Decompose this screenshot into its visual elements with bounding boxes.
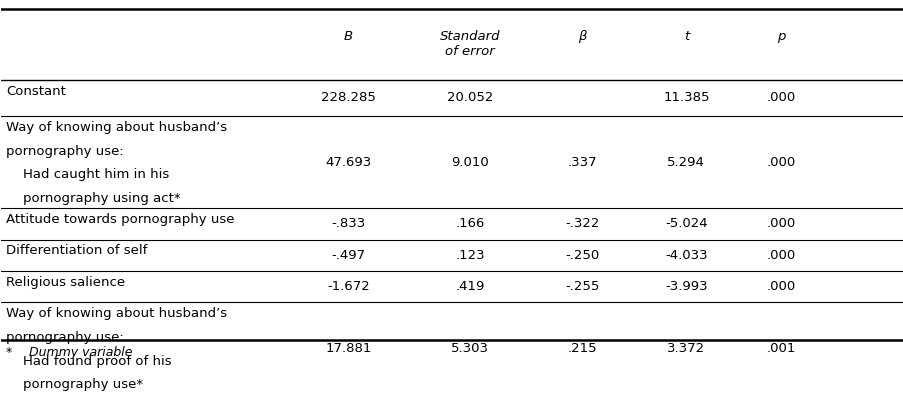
Text: Way of knowing about husband’s: Way of knowing about husband’s <box>6 121 227 134</box>
Text: .000: .000 <box>766 280 795 293</box>
Text: -4.033: -4.033 <box>665 249 707 262</box>
Text: .337: .337 <box>567 156 597 169</box>
Text: 9.010: 9.010 <box>451 156 489 169</box>
Text: 3.372: 3.372 <box>666 342 704 355</box>
Text: -.322: -.322 <box>565 217 600 230</box>
Text: -.497: -.497 <box>330 249 365 262</box>
Text: 5.294: 5.294 <box>666 156 704 169</box>
Text: Constant: Constant <box>6 85 66 98</box>
Text: -.250: -.250 <box>565 249 599 262</box>
Text: 20.052: 20.052 <box>446 91 493 104</box>
Text: 5.303: 5.303 <box>451 342 489 355</box>
Text: .000: .000 <box>766 217 795 230</box>
Text: Had found proof of his: Had found proof of his <box>6 355 172 368</box>
Text: .001: .001 <box>766 342 795 355</box>
Text: Dummy variable: Dummy variable <box>21 346 133 359</box>
Text: Way of knowing about husband’s: Way of knowing about husband’s <box>6 307 227 320</box>
Text: p: p <box>776 30 785 43</box>
Text: pornography use:: pornography use: <box>6 331 124 344</box>
Text: -.833: -.833 <box>330 217 365 230</box>
Text: pornography use*: pornography use* <box>6 378 143 391</box>
Text: .000: .000 <box>766 249 795 262</box>
Text: .166: .166 <box>455 217 484 230</box>
Text: β: β <box>578 30 586 43</box>
Text: pornography use:: pornography use: <box>6 145 124 158</box>
Text: -5.024: -5.024 <box>665 217 707 230</box>
Text: Had caught him in his: Had caught him in his <box>6 168 169 181</box>
Text: Attitude towards pornography use: Attitude towards pornography use <box>6 213 234 226</box>
Text: B: B <box>343 30 352 43</box>
Text: -.255: -.255 <box>565 280 600 293</box>
Text: -1.672: -1.672 <box>327 280 369 293</box>
Text: t: t <box>683 30 688 43</box>
Text: 11.385: 11.385 <box>662 91 709 104</box>
Text: .215: .215 <box>567 342 597 355</box>
Text: .123: .123 <box>455 249 484 262</box>
Text: Standard
of error: Standard of error <box>439 30 499 58</box>
Text: -3.993: -3.993 <box>665 280 707 293</box>
Text: 17.881: 17.881 <box>325 342 371 355</box>
Text: .000: .000 <box>766 91 795 104</box>
Text: pornography using act*: pornography using act* <box>6 192 181 205</box>
Text: *: * <box>6 346 12 359</box>
Text: 228.285: 228.285 <box>321 91 376 104</box>
Text: .419: .419 <box>455 280 484 293</box>
Text: Differentiation of self: Differentiation of self <box>6 244 147 257</box>
Text: Religious salience: Religious salience <box>6 276 125 289</box>
Text: 47.693: 47.693 <box>325 156 371 169</box>
Text: .000: .000 <box>766 156 795 169</box>
